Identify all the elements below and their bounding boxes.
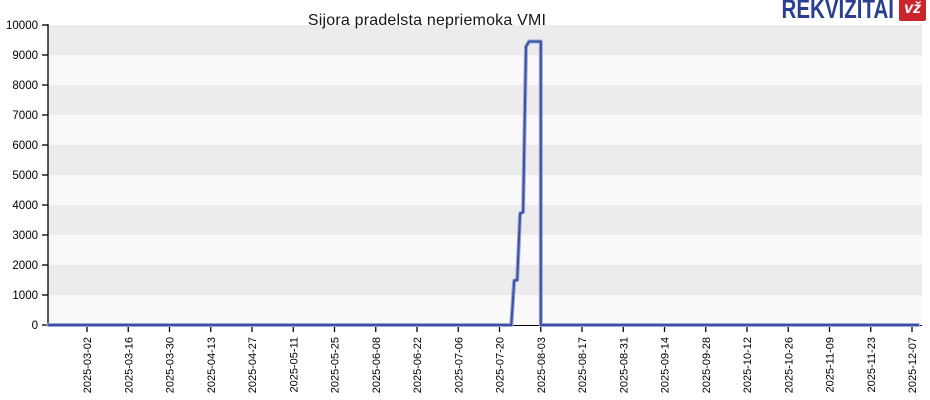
x-axis-tick-label: 2025-08-31 <box>618 337 630 393</box>
x-axis-tick-label: 2025-07-06 <box>453 337 465 393</box>
grid-band <box>48 265 922 295</box>
y-axis-tick-label: 8000 <box>12 80 38 92</box>
grid-band <box>48 235 922 265</box>
chart-title: Sijora pradelsta nepriemoka VMI <box>307 12 547 29</box>
rekvizitai-logo[interactable]: REKVIZITAI vž <box>746 0 926 25</box>
x-axis-tick-label: 2025-06-08 <box>371 337 383 393</box>
x-axis-tick-label: 2025-08-03 <box>536 337 548 393</box>
y-axis-tick-label: 9000 <box>12 50 38 62</box>
y-axis-tick-label: 1000 <box>12 290 38 302</box>
x-axis-tick-label: 2025-11-23 <box>866 337 878 392</box>
x-axis-tick-label: 2025-09-28 <box>701 337 713 393</box>
y-axis-tick-label: 10000 <box>6 20 38 32</box>
grid-band <box>48 175 922 205</box>
x-axis-tick-label: 2025-04-13 <box>206 337 218 393</box>
vz-logo-badge: vž <box>899 0 926 21</box>
x-axis-tick-label: 2025-09-14 <box>660 337 672 393</box>
grid-band <box>48 55 922 85</box>
grid-band <box>48 115 922 145</box>
x-axis-tick-label: 2025-08-17 <box>577 337 589 393</box>
grid-band <box>48 145 922 175</box>
x-axis-tick-label: 2025-03-16 <box>123 337 135 393</box>
grid-band <box>48 85 922 115</box>
x-axis-tick-label: 2025-03-30 <box>165 337 177 393</box>
grid-band <box>48 25 922 55</box>
x-axis-tick-label: 2025-05-11 <box>288 337 300 392</box>
x-axis-tick-label: 2025-10-12 <box>742 337 754 393</box>
x-axis-tick-label: 2025-07-20 <box>495 337 507 393</box>
grid-band <box>48 295 922 325</box>
x-axis-tick-label: 2025-06-22 <box>412 337 424 393</box>
y-axis-tick-label: 4000 <box>12 200 38 212</box>
x-axis-tick-label: 2025-04-27 <box>247 337 259 393</box>
x-axis-tick-label: 2025-11-09 <box>825 337 837 392</box>
y-axis-tick-label: 3000 <box>12 230 38 242</box>
x-axis-tick-label: 2025-05-25 <box>330 337 342 393</box>
y-axis-tick-label: 5000 <box>12 170 38 182</box>
y-axis-tick-label: 6000 <box>12 140 38 152</box>
grid-band <box>48 205 922 235</box>
rekvizitai-logo-text: REKVIZITAI <box>781 0 895 24</box>
y-axis-tick-label: 2000 <box>12 260 38 272</box>
x-axis-tick-label: 2025-03-02 <box>82 337 94 393</box>
y-axis-tick-label: 0 <box>32 320 38 332</box>
debt-line <box>47 40 919 326</box>
x-axis-tick-label: 2025-10-26 <box>783 337 795 393</box>
x-axis-tick-label: 2025-12-07 <box>907 337 919 393</box>
y-axis-tick-label: 7000 <box>12 110 38 122</box>
